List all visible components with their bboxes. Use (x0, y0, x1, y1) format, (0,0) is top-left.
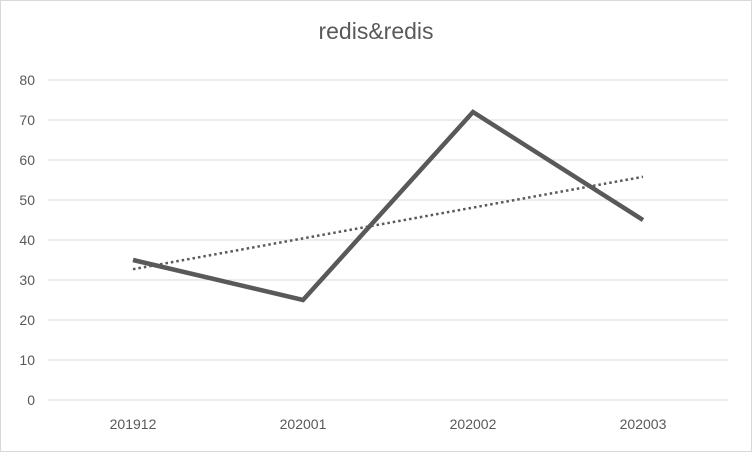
y-tick-label: 60 (19, 152, 35, 168)
x-tick-label: 202002 (450, 416, 497, 432)
trendline-path (132, 175, 644, 271)
y-tick-label: 30 (19, 272, 35, 288)
y-tick-label: 70 (19, 112, 35, 128)
trendline (132, 175, 644, 271)
x-tick-label: 201912 (110, 416, 157, 432)
y-tick-label: 80 (19, 72, 35, 88)
series-line (132, 109, 645, 303)
x-tick-label: 202001 (280, 416, 327, 432)
y-tick-label: 10 (19, 352, 35, 368)
x-axis-labels: 201912 202001 202002 202003 (110, 416, 667, 432)
y-tick-label: 40 (19, 232, 35, 248)
series-lines (132, 109, 645, 303)
x-tick-label: 202003 (620, 416, 667, 432)
y-tick-label: 50 (19, 192, 35, 208)
y-tick-label: 20 (19, 312, 35, 328)
chart-title: redis&redis (318, 18, 434, 44)
y-axis-labels: 0 10 20 30 40 50 60 70 80 (19, 72, 35, 408)
y-tick-label: 0 (27, 392, 35, 408)
gridlines (48, 79, 728, 401)
